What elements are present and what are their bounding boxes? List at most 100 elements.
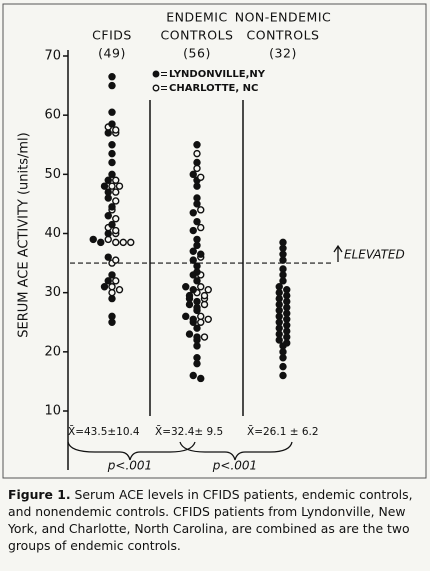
data-point <box>115 182 124 190</box>
data-point <box>112 197 120 205</box>
data-point <box>279 371 287 380</box>
y-tick-label: 40 <box>44 226 61 241</box>
data-point <box>197 250 205 258</box>
brace <box>67 441 196 461</box>
data-point <box>189 170 197 179</box>
data-point <box>104 212 112 220</box>
p-value: p<.001 <box>212 459 257 473</box>
data-point <box>193 268 201 276</box>
category-label: (32) <box>269 46 297 61</box>
mean-label: X̄=26.1 ± 6.2 <box>247 425 319 438</box>
legend-marker <box>152 70 160 78</box>
data-point <box>193 277 201 285</box>
data-point <box>275 318 283 326</box>
data-point <box>189 371 197 380</box>
data-point <box>200 291 209 300</box>
data-point <box>112 176 120 184</box>
data-point <box>108 141 116 149</box>
data-point <box>108 203 116 211</box>
y-tick-label: 30 <box>44 285 61 300</box>
data-point <box>108 158 116 167</box>
data-point <box>104 194 112 202</box>
data-point <box>108 182 116 190</box>
data-point <box>197 312 205 321</box>
data-point <box>193 158 201 167</box>
y-tick-label: 70 <box>44 49 61 64</box>
data-point <box>108 108 116 116</box>
data-point <box>283 321 291 329</box>
data-point <box>189 286 197 294</box>
data-point <box>283 297 291 306</box>
data-point <box>283 315 291 323</box>
data-point <box>112 256 120 264</box>
data-point <box>200 333 209 341</box>
data-point <box>193 333 201 341</box>
legend-label: LYNDONVILLE,NY <box>169 69 266 80</box>
brace <box>179 441 293 461</box>
data-point <box>200 300 209 309</box>
data-point <box>189 315 197 323</box>
y-tick-label: 20 <box>44 344 61 359</box>
data-point <box>97 238 105 247</box>
category-label: (49) <box>98 46 126 61</box>
data-point <box>283 309 291 318</box>
category-label: ENDEMIC <box>166 10 227 25</box>
data-point <box>108 73 116 81</box>
data-point <box>108 81 116 90</box>
data-point <box>108 149 116 158</box>
arrow <box>333 244 343 262</box>
frame <box>2 3 427 479</box>
data-point <box>283 333 291 341</box>
data-point <box>279 238 287 247</box>
data-point <box>279 271 287 279</box>
data-point <box>279 256 287 264</box>
mean-label: X̄=32.4± 9.5 <box>155 425 223 438</box>
data-point <box>279 244 287 252</box>
data-point <box>104 229 112 238</box>
data-point <box>104 129 112 137</box>
data-point <box>112 226 120 235</box>
data-point <box>100 283 109 291</box>
category-label: (56) <box>183 46 211 61</box>
data-point <box>204 315 212 323</box>
data-point <box>193 241 201 250</box>
category-label: CONTROLS <box>161 28 234 43</box>
data-point <box>100 182 109 190</box>
data-point <box>189 209 197 217</box>
data-point <box>275 288 283 297</box>
data-point <box>112 188 120 196</box>
data-point <box>108 318 116 326</box>
data-point <box>275 312 283 321</box>
data-point <box>275 294 283 303</box>
data-point <box>275 336 283 344</box>
data-point <box>279 348 287 356</box>
data-point <box>189 247 197 255</box>
data-point <box>283 303 291 312</box>
data-point <box>104 235 112 244</box>
category-label: CFIDS <box>92 28 132 43</box>
data-point <box>193 182 201 190</box>
data-point <box>185 291 194 300</box>
caption-text: Serum ACE levels in CFIDS patients, ende… <box>8 487 413 553</box>
data-point <box>275 330 283 338</box>
legend-label: CHARLOTTE, NC <box>169 83 258 94</box>
data-point <box>193 235 201 244</box>
data-point <box>197 374 205 383</box>
y-tick-label: 60 <box>44 108 61 123</box>
data-point <box>89 235 97 244</box>
data-point <box>185 330 194 338</box>
data-point <box>275 300 283 309</box>
data-point <box>193 354 201 362</box>
data-point <box>108 283 116 291</box>
data-point <box>193 297 201 306</box>
data-point <box>104 277 112 285</box>
data-point <box>112 277 120 285</box>
data-point <box>283 327 291 335</box>
data-point <box>182 312 190 321</box>
data-point <box>193 194 201 202</box>
data-point <box>193 342 201 350</box>
data-point <box>283 291 291 300</box>
data-point <box>112 215 120 223</box>
data-point <box>279 362 287 371</box>
